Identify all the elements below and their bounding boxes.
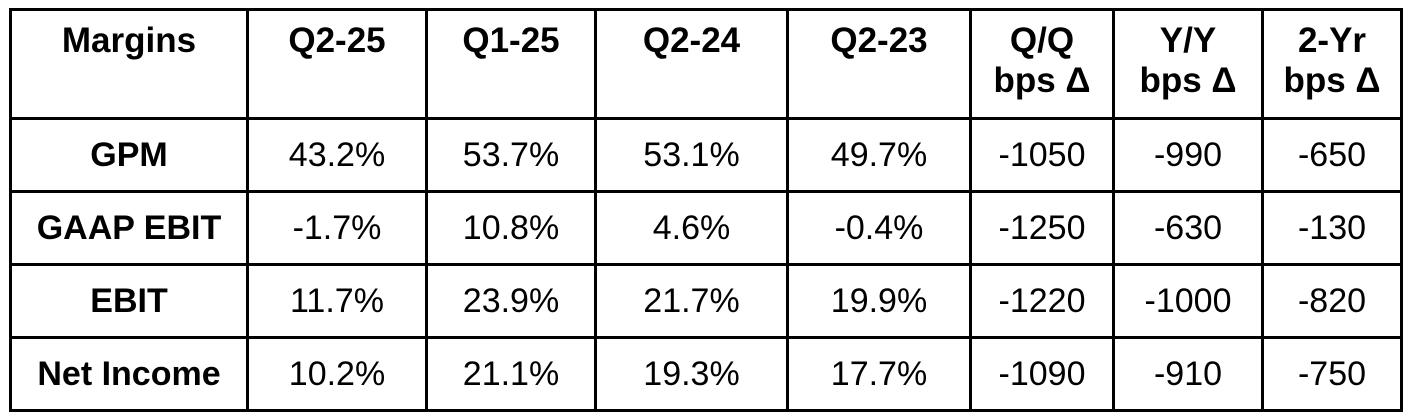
table-row-net-income: Net Income 10.2% 21.1% 19.3% 17.7% -1090… [9,336,1403,412]
cell-ebit-qq-bps: -1220 [969,263,1115,339]
cell-net-income-yy-bps: -910 [1112,336,1264,412]
cell-gaap-ebit-q2-24: 4.6% [594,190,789,266]
cell-gpm-q1-25: 53.7% [425,117,597,193]
row-label-gaap-ebit: GAAP EBIT [9,190,249,266]
cell-ebit-yy-bps: -1000 [1112,263,1264,339]
col-header-margins: Margins [9,8,249,120]
header-row: Margins Q2-25 Q1-25 Q2-24 Q2-23 Q/Q bps … [9,8,1403,120]
cell-gpm-q2-25: 43.2% [246,117,428,193]
col-header-yy-bps-delta: Y/Y bps Δ [1112,8,1264,120]
cell-ebit-q1-25: 23.9% [425,263,597,339]
col-header-2yr-bps-delta: 2-Yr bps Δ [1261,8,1403,120]
cell-gpm-yy-bps: -990 [1112,117,1264,193]
cell-ebit-q2-23: 19.9% [786,263,972,339]
cell-net-income-q1-25: 21.1% [425,336,597,412]
cell-net-income-q2-23: 17.7% [786,336,972,412]
col-header-q2-23: Q2-23 [786,8,972,120]
row-label-gpm: GPM [9,117,249,193]
cell-net-income-qq-bps: -1090 [969,336,1115,412]
margins-table: Margins Q2-25 Q1-25 Q2-24 Q2-23 Q/Q bps … [9,8,1403,412]
cell-gpm-q2-24: 53.1% [594,117,789,193]
cell-gaap-ebit-qq-bps: -1250 [969,190,1115,266]
cell-gaap-ebit-q2-25: -1.7% [246,190,428,266]
cell-gpm-q2-23: 49.7% [786,117,972,193]
cell-gpm-2yr-bps: -650 [1261,117,1403,193]
cell-gaap-ebit-2yr-bps: -130 [1261,190,1403,266]
col-header-q2-25: Q2-25 [246,8,428,120]
cell-net-income-q2-25: 10.2% [246,336,428,412]
col-header-qq-bps-delta: Q/Q bps Δ [969,8,1115,120]
row-label-ebit: EBIT [9,263,249,339]
cell-gaap-ebit-q1-25: 10.8% [425,190,597,266]
cell-net-income-2yr-bps: -750 [1261,336,1403,412]
row-label-net-income: Net Income [9,336,249,412]
table-row-gpm: GPM 43.2% 53.7% 53.1% 49.7% -1050 -990 -… [9,117,1403,193]
col-header-q1-25: Q1-25 [425,8,597,120]
cell-ebit-q2-25: 11.7% [246,263,428,339]
margins-table-container: Margins Q2-25 Q1-25 Q2-24 Q2-23 Q/Q bps … [9,8,1403,412]
col-header-q2-24: Q2-24 [594,8,789,120]
cell-gpm-qq-bps: -1050 [969,117,1115,193]
table-row-ebit: EBIT 11.7% 23.9% 21.7% 19.9% -1220 -1000… [9,263,1403,339]
cell-gaap-ebit-yy-bps: -630 [1112,190,1264,266]
cell-net-income-q2-24: 19.3% [594,336,789,412]
table-row-gaap-ebit: GAAP EBIT -1.7% 10.8% 4.6% -0.4% -1250 -… [9,190,1403,266]
cell-gaap-ebit-q2-23: -0.4% [786,190,972,266]
cell-ebit-q2-24: 21.7% [594,263,789,339]
cell-ebit-2yr-bps: -820 [1261,263,1403,339]
